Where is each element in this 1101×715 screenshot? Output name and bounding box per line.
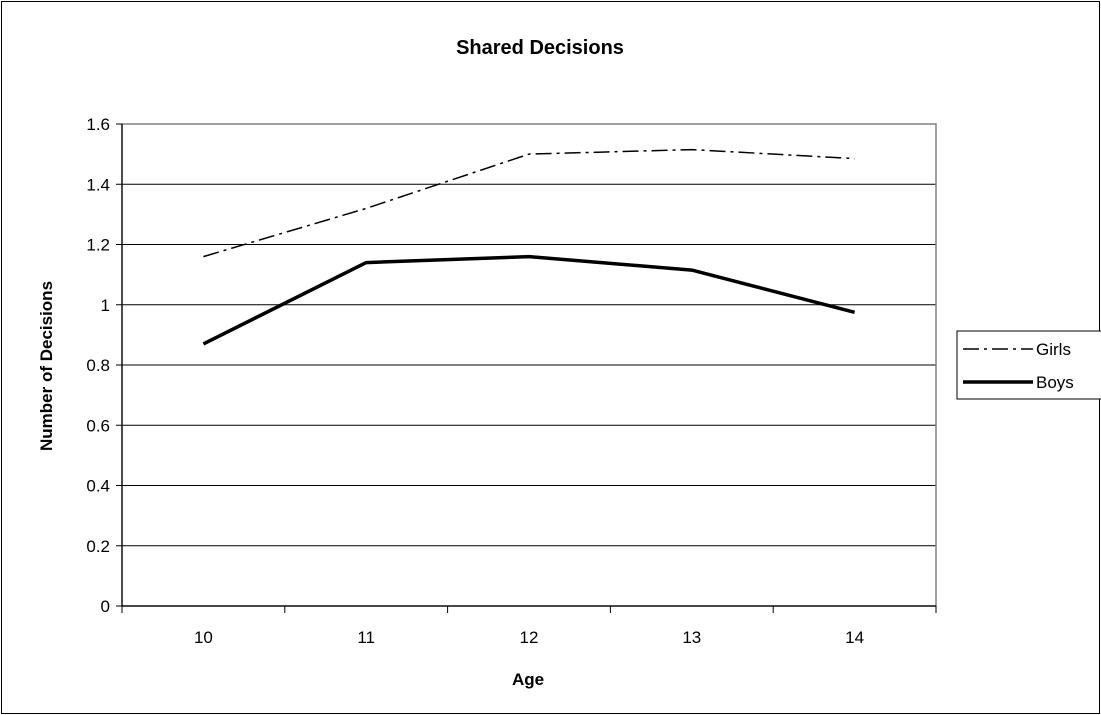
y-tick-label: 0	[101, 597, 110, 616]
x-axis-title: Age	[512, 670, 544, 689]
x-tick-label: 14	[845, 628, 864, 647]
legend-label-boys: Boys	[1036, 373, 1074, 392]
y-tick-label: 0.2	[86, 537, 110, 556]
x-tick-label: 13	[682, 628, 701, 647]
y-axis: 0 0.2 0.4 0.6 0.8 1 1.2 1.4 1.6	[86, 115, 122, 616]
y-tick-label: 0.8	[86, 356, 110, 375]
legend: Girls Boys	[956, 330, 1101, 400]
y-tick-label: 1	[101, 296, 110, 315]
series-line-boys	[202, 254, 856, 346]
series-lines	[202, 148, 856, 346]
legend-box	[956, 330, 1101, 400]
x-tick-label: 12	[520, 628, 539, 647]
y-tick-label: 0.4	[86, 477, 110, 496]
y-tick-label: 1.6	[86, 115, 110, 134]
y-tick-label: 1.4	[86, 175, 110, 194]
x-axis: 10 11 12 13 14	[121, 124, 937, 647]
chart-title: Shared Decisions	[456, 37, 624, 59]
y-tick-label: 1.2	[86, 236, 110, 255]
gridlines	[122, 123, 936, 547]
series-line-girls	[203, 148, 855, 258]
legend-label-girls: Girls	[1036, 340, 1071, 359]
y-axis-title: Number of Decisions	[37, 281, 56, 451]
x-tick-label: 10	[194, 628, 213, 647]
legend-items: Girls Boys	[963, 340, 1074, 392]
y-tick-label: 0.6	[86, 416, 110, 435]
x-tick-label: 11	[357, 628, 375, 647]
